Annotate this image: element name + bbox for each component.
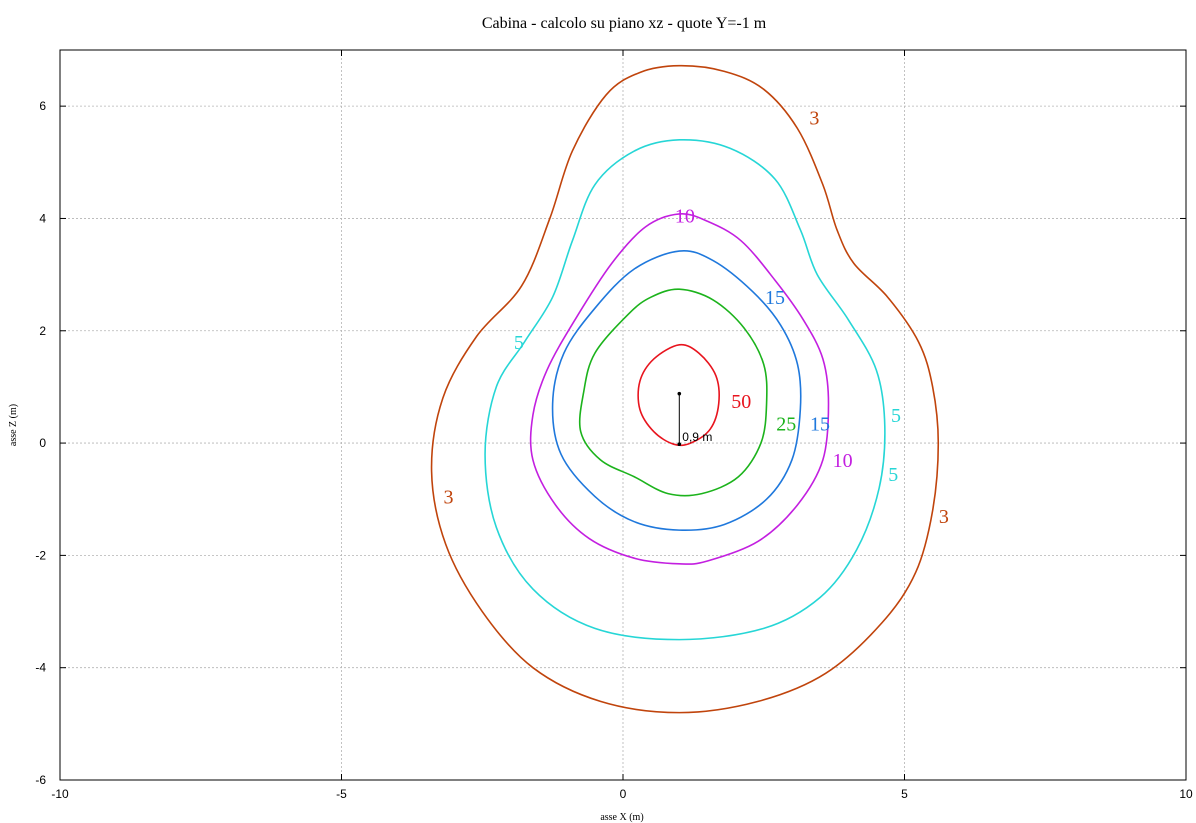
- source-marker: 0,9 m: [677, 391, 712, 447]
- contour-label-15: 15: [810, 413, 830, 435]
- source-top-point: [677, 391, 682, 396]
- contour-label-3: 3: [939, 506, 949, 528]
- contour-line-25: [578, 288, 768, 497]
- axis-ticks: -10 -5 0 5 10 -6 -4 -2 0 2 4 6: [35, 50, 1193, 801]
- contour-label-5: 5: [891, 405, 901, 427]
- source-bottom-point: [677, 442, 682, 447]
- contour-label-3: 3: [443, 486, 453, 508]
- source-height-label: 0,9 m: [682, 430, 712, 444]
- x-tick-label: -10: [51, 787, 69, 801]
- x-tick-label: 10: [1179, 787, 1193, 801]
- y-tick-label: 0: [39, 436, 46, 450]
- y-tick-label: 6: [39, 99, 46, 113]
- y-tick-label: -2: [35, 548, 46, 562]
- contour-label-15: 15: [765, 287, 785, 309]
- contour-label-5: 5: [514, 332, 524, 354]
- contour-line-10: [529, 213, 830, 565]
- chart-title: Cabina - calcolo su piano xz - quote Y=-…: [482, 15, 767, 32]
- x-axis-label: asse X (m): [600, 812, 643, 823]
- y-tick-label: 2: [39, 324, 46, 338]
- x-tick-label: 5: [901, 787, 908, 801]
- x-tick-label: 0: [620, 787, 627, 801]
- contour-label-25: 25: [776, 413, 796, 435]
- grid: [60, 50, 1186, 781]
- contour-label-50: 50: [731, 391, 751, 413]
- contour-line-50: [637, 343, 720, 447]
- y-tick-label: -4: [35, 661, 46, 675]
- y-tick-label: -6: [35, 773, 46, 787]
- contour-line-3: [430, 64, 940, 714]
- contour-label-10: 10: [833, 450, 853, 472]
- contour-label-3: 3: [809, 107, 819, 129]
- x-tick-label: -5: [336, 787, 347, 801]
- contour-label-10: 10: [675, 206, 695, 228]
- y-tick-label: 4: [39, 211, 46, 225]
- y-axis-label: asse Z (m): [8, 404, 19, 446]
- contour-line-5: [484, 139, 886, 641]
- contour-line-15: [551, 249, 802, 532]
- contour-label-5: 5: [888, 464, 898, 486]
